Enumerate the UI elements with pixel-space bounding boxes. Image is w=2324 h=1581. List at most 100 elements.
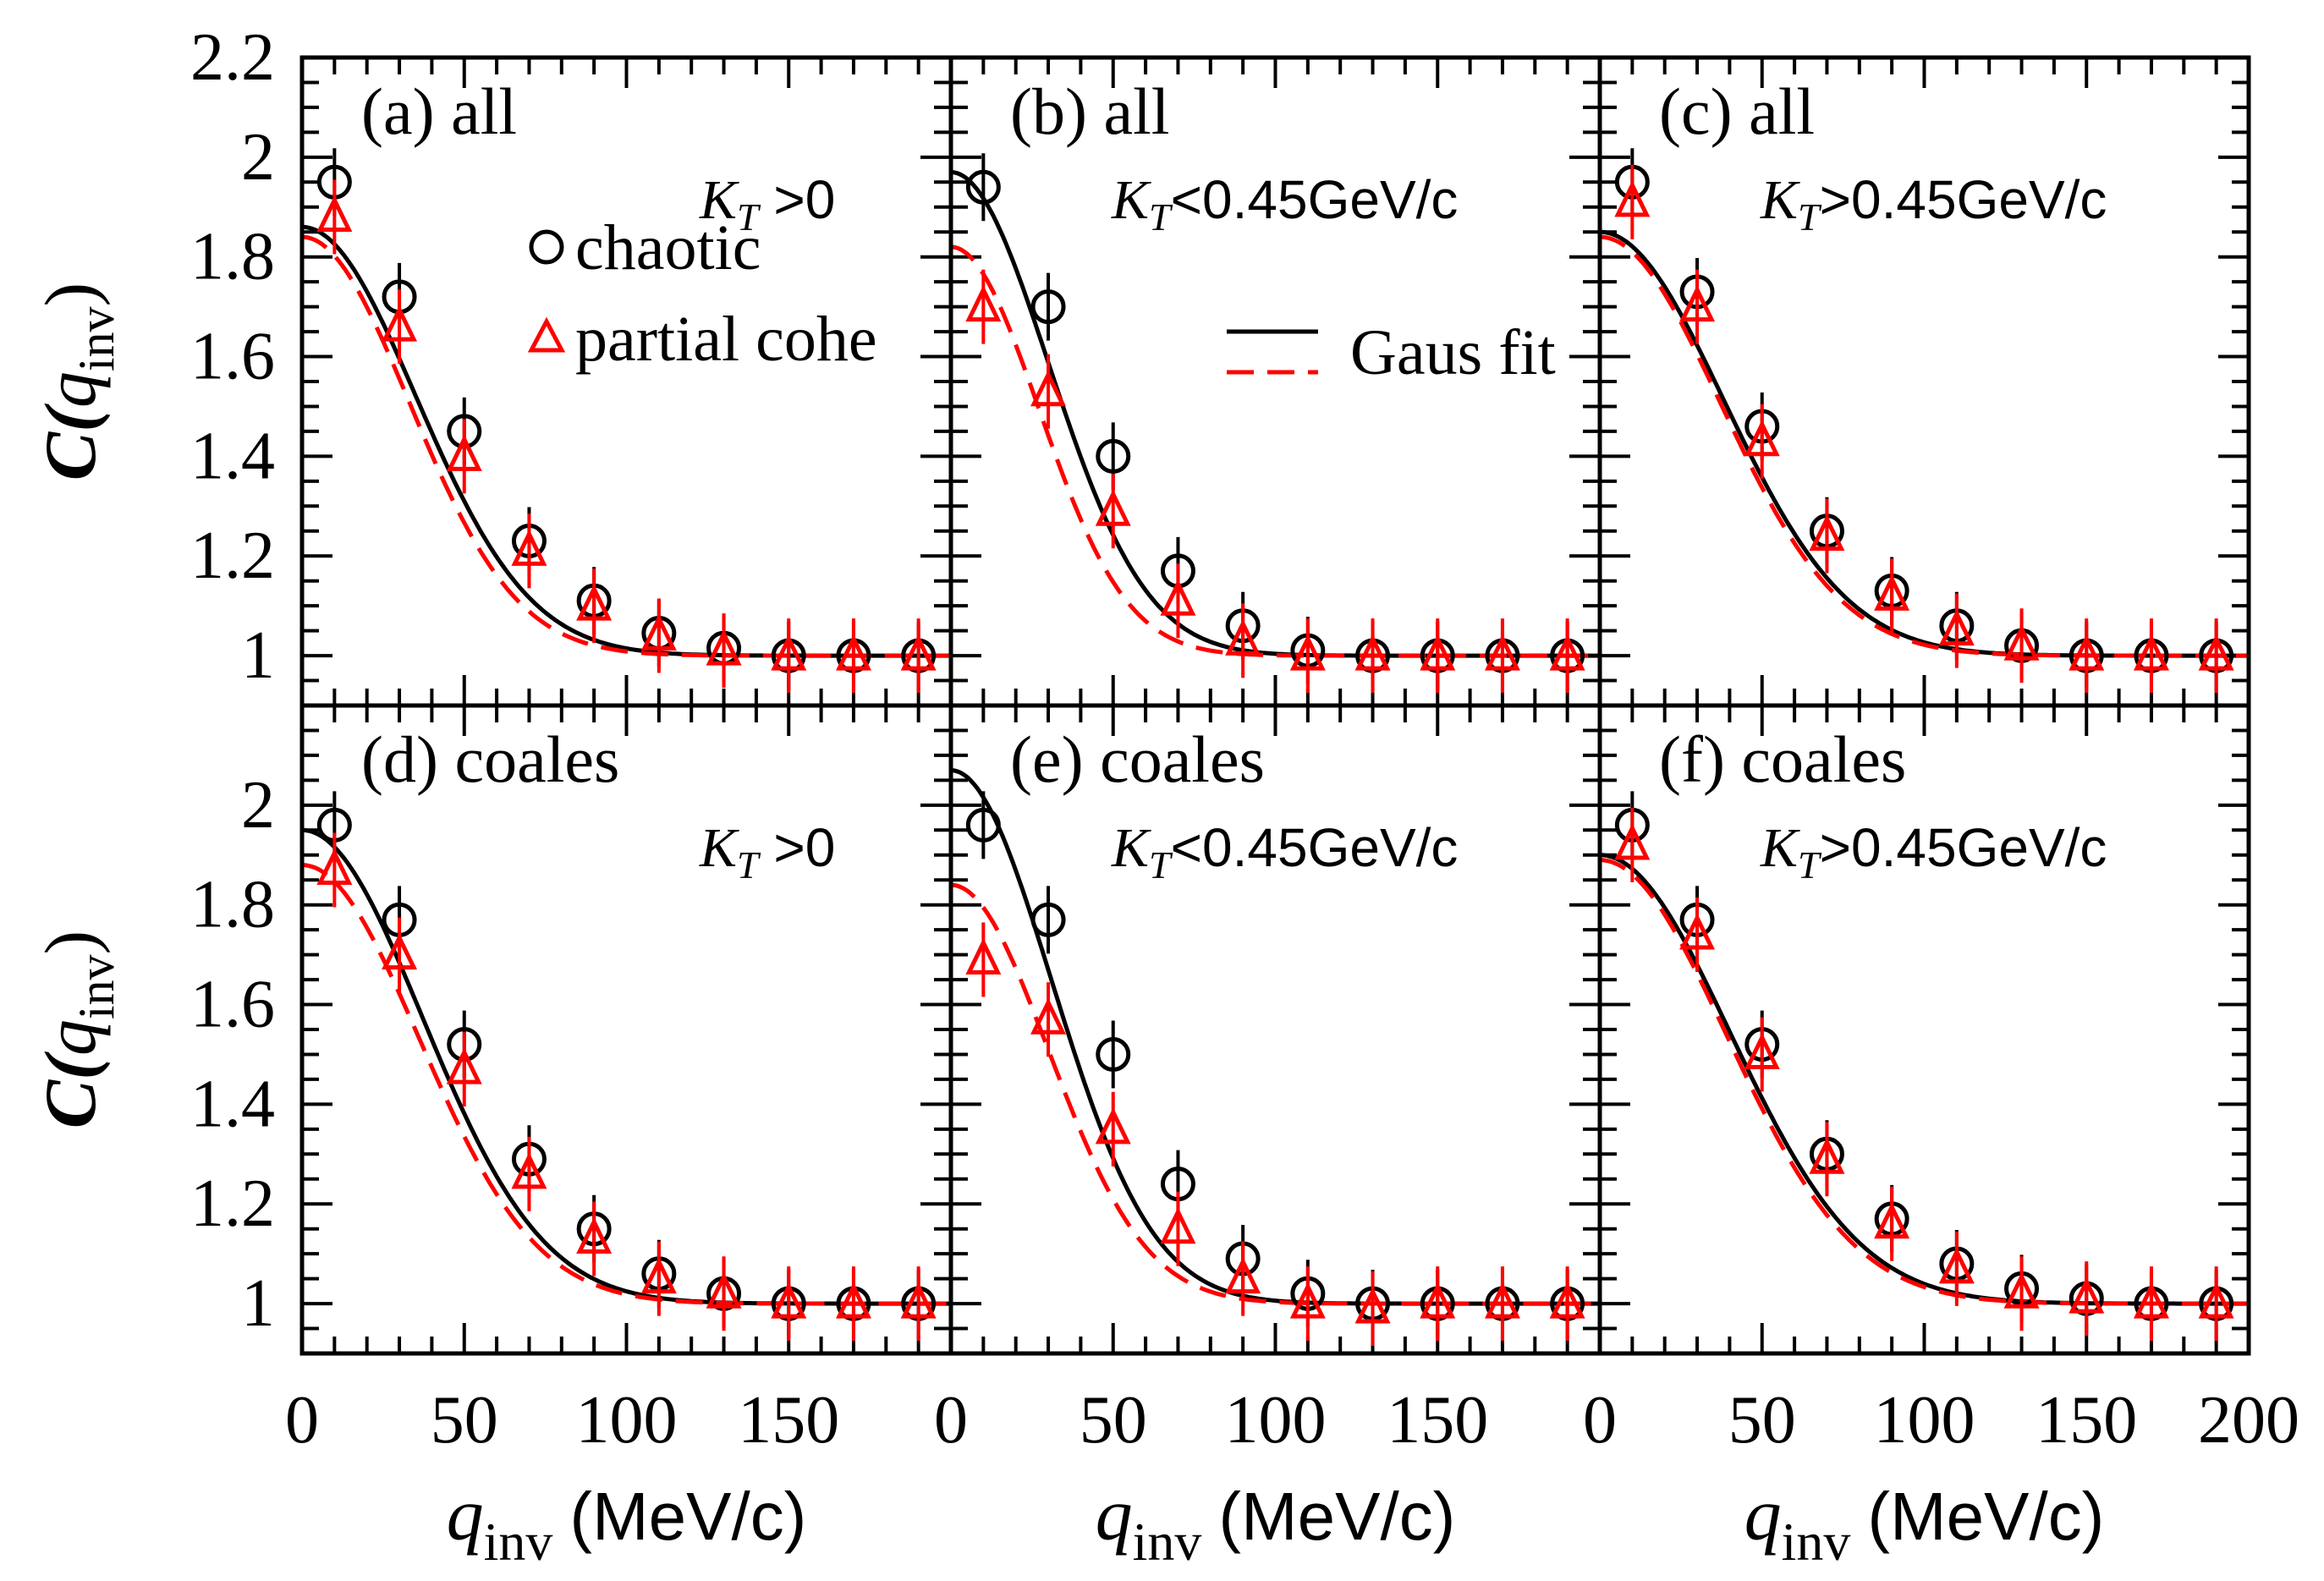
point-partial bbox=[835, 634, 871, 671]
x-tick-label: 150 bbox=[2036, 1383, 2137, 1457]
point-partial bbox=[2003, 1271, 2040, 1309]
y-tick-label: 1.4 bbox=[190, 419, 275, 493]
kt-sub: T bbox=[1149, 195, 1173, 239]
y-tick-label: 1 bbox=[241, 1266, 275, 1341]
kt-sub: T bbox=[1149, 843, 1173, 887]
point-partial bbox=[1484, 1282, 1520, 1319]
panel-a: (a) all KT >0 bbox=[299, 55, 953, 708]
fit-curve-partial bbox=[1600, 858, 2249, 1306]
y-axis-label: C(qinv) bbox=[30, 283, 124, 480]
x-label-q: q bbox=[1744, 1474, 1782, 1556]
point-partial bbox=[2198, 634, 2234, 671]
kt-main: K bbox=[699, 817, 739, 879]
x-tick-label: 50 bbox=[1080, 1383, 1147, 1457]
point-partial bbox=[2003, 623, 2040, 661]
x-axis-label: qinv (MeV/c) bbox=[1744, 1474, 2105, 1572]
point-partial bbox=[2198, 1282, 2234, 1319]
point-chaotic bbox=[1030, 289, 1066, 325]
point-partial bbox=[965, 937, 1002, 975]
point-chaotic bbox=[1096, 1036, 1131, 1072]
y-tick-label: 1.4 bbox=[190, 1067, 275, 1141]
point-partial bbox=[640, 1256, 677, 1294]
y-label-c: C( bbox=[30, 1051, 111, 1128]
point-partial bbox=[1420, 634, 1456, 671]
fit-curve-partial bbox=[951, 244, 1600, 658]
y-label-c: C( bbox=[30, 403, 111, 480]
x-tick-label: 50 bbox=[431, 1383, 498, 1457]
point-partial bbox=[1679, 913, 1716, 950]
kt-main: K bbox=[699, 169, 739, 231]
point-partial bbox=[382, 932, 418, 970]
panel-frame bbox=[1597, 55, 2251, 708]
point-partial bbox=[1160, 579, 1196, 616]
point-partial bbox=[1225, 1256, 1261, 1294]
legend-label-chaotic: chaotic bbox=[575, 212, 761, 283]
point-partial bbox=[1874, 1202, 1910, 1239]
point-partial bbox=[446, 1047, 482, 1084]
kt-main: K bbox=[1760, 169, 1800, 231]
x-tick-label: 0 bbox=[1583, 1383, 1617, 1457]
kt-label: KT>0.45GeV/c bbox=[1760, 169, 2107, 239]
x-tick-label: 100 bbox=[576, 1383, 678, 1457]
fit-curves bbox=[302, 224, 951, 658]
point-partial bbox=[1938, 608, 1975, 646]
panel-e: (e) coales KT<0.45GeV/c bbox=[948, 703, 1602, 1356]
point-partial bbox=[316, 848, 353, 885]
x-tick-label: 0 bbox=[285, 1383, 319, 1457]
point-partial bbox=[1938, 1247, 1975, 1284]
x-tick-label: 0 bbox=[934, 1383, 968, 1457]
kt-rest: <0.45GeV/c bbox=[1171, 169, 1459, 230]
fit-curves bbox=[951, 768, 1600, 1306]
panel-frame bbox=[1597, 703, 2251, 1356]
point-partial bbox=[1030, 370, 1067, 407]
x-label-sub: inv bbox=[484, 1512, 553, 1572]
kt-label: KT >0 bbox=[699, 817, 835, 887]
y-label-sub: inv bbox=[69, 954, 124, 1019]
x-axis-label: qinv (MeV/c) bbox=[1096, 1474, 1456, 1572]
point-partial bbox=[382, 305, 418, 342]
x-tick-label: 50 bbox=[1728, 1383, 1796, 1457]
y-tick-label: 2 bbox=[241, 120, 275, 195]
panel-label: (f) coales bbox=[1659, 722, 1906, 796]
panel-label: (d) coales bbox=[361, 722, 619, 796]
point-partial bbox=[640, 613, 677, 651]
kt-main: K bbox=[1111, 817, 1151, 879]
point-partial bbox=[316, 195, 353, 233]
point-partial bbox=[1874, 574, 1910, 611]
point-partial bbox=[1354, 634, 1391, 671]
point-partial bbox=[1614, 823, 1651, 860]
y-tick-label: 1.8 bbox=[190, 868, 275, 942]
point-partial bbox=[900, 634, 937, 671]
y-label-close: ) bbox=[30, 930, 111, 955]
fit-curve-partial bbox=[951, 882, 1600, 1306]
point-partial bbox=[1354, 1287, 1391, 1324]
point-partial bbox=[576, 1216, 613, 1254]
kt-sub: T bbox=[737, 843, 761, 887]
kt-rest: >0.45GeV/c bbox=[1820, 169, 2107, 230]
panel-label: (b) all bbox=[1010, 74, 1169, 148]
point-partial bbox=[771, 1282, 807, 1319]
legend-label-partial: partial cohe bbox=[575, 304, 877, 375]
point-partial bbox=[446, 434, 482, 471]
panel-label: (e) coales bbox=[1010, 722, 1265, 796]
y-tick-label: 1.6 bbox=[190, 968, 275, 1042]
panel-label: (a) all bbox=[361, 74, 517, 148]
point-partial bbox=[1484, 634, 1520, 671]
legend-label-fit: Gaus fit bbox=[1350, 317, 1556, 388]
kt-sub: T bbox=[1798, 843, 1822, 887]
point-partial bbox=[771, 634, 807, 671]
legend-marker-chaotic bbox=[529, 229, 564, 265]
point-partial bbox=[1095, 489, 1131, 526]
point-partial bbox=[1160, 1206, 1196, 1244]
point-partial bbox=[1030, 997, 1067, 1035]
x-label-sub: inv bbox=[1782, 1512, 1851, 1572]
kt-main: K bbox=[1111, 169, 1151, 231]
fit-curve-partial bbox=[302, 863, 951, 1306]
point-partial bbox=[511, 529, 547, 566]
y-tick-label: 1.6 bbox=[190, 320, 275, 394]
y-label-close: ) bbox=[30, 283, 111, 307]
panel-b: (b) all KT<0.45GeV/c bbox=[948, 55, 1602, 708]
point-chaotic bbox=[965, 169, 1001, 205]
point-partial bbox=[1679, 284, 1716, 322]
kt-label: KT >0 bbox=[699, 169, 835, 239]
